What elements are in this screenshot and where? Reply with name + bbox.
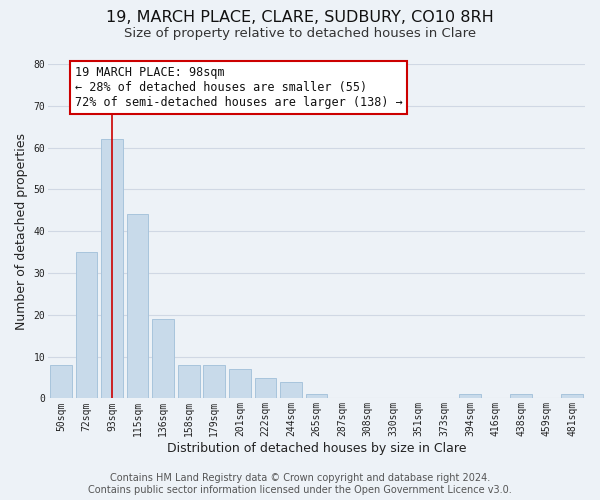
Bar [280, 382, 302, 398]
Y-axis label: Number of detached properties: Number of detached properties [15, 132, 28, 330]
Bar [203, 365, 225, 398]
X-axis label: Distribution of detached houses by size in Clare: Distribution of detached houses by size … [167, 442, 466, 455]
Bar [76, 252, 97, 398]
Bar [178, 365, 200, 398]
Text: Contains HM Land Registry data © Crown copyright and database right 2024.
Contai: Contains HM Land Registry data © Crown c… [88, 474, 512, 495]
Bar [562, 394, 583, 398]
Text: 19 MARCH PLACE: 98sqm
← 28% of detached houses are smaller (55)
72% of semi-deta: 19 MARCH PLACE: 98sqm ← 28% of detached … [75, 66, 403, 109]
Bar [152, 319, 174, 398]
Bar [305, 394, 328, 398]
Bar [229, 369, 251, 398]
Bar [127, 214, 148, 398]
Bar [459, 394, 481, 398]
Bar [510, 394, 532, 398]
Text: 19, MARCH PLACE, CLARE, SUDBURY, CO10 8RH: 19, MARCH PLACE, CLARE, SUDBURY, CO10 8R… [106, 10, 494, 25]
Text: Size of property relative to detached houses in Clare: Size of property relative to detached ho… [124, 28, 476, 40]
Bar [50, 365, 72, 398]
Bar [254, 378, 276, 398]
Bar [101, 139, 123, 398]
